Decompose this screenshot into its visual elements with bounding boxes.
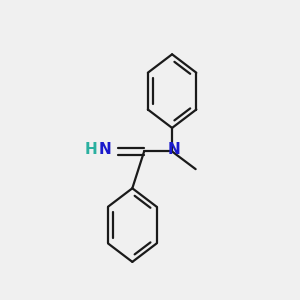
Text: N: N	[167, 142, 180, 158]
Text: N: N	[99, 142, 112, 158]
Text: H: H	[84, 142, 97, 158]
